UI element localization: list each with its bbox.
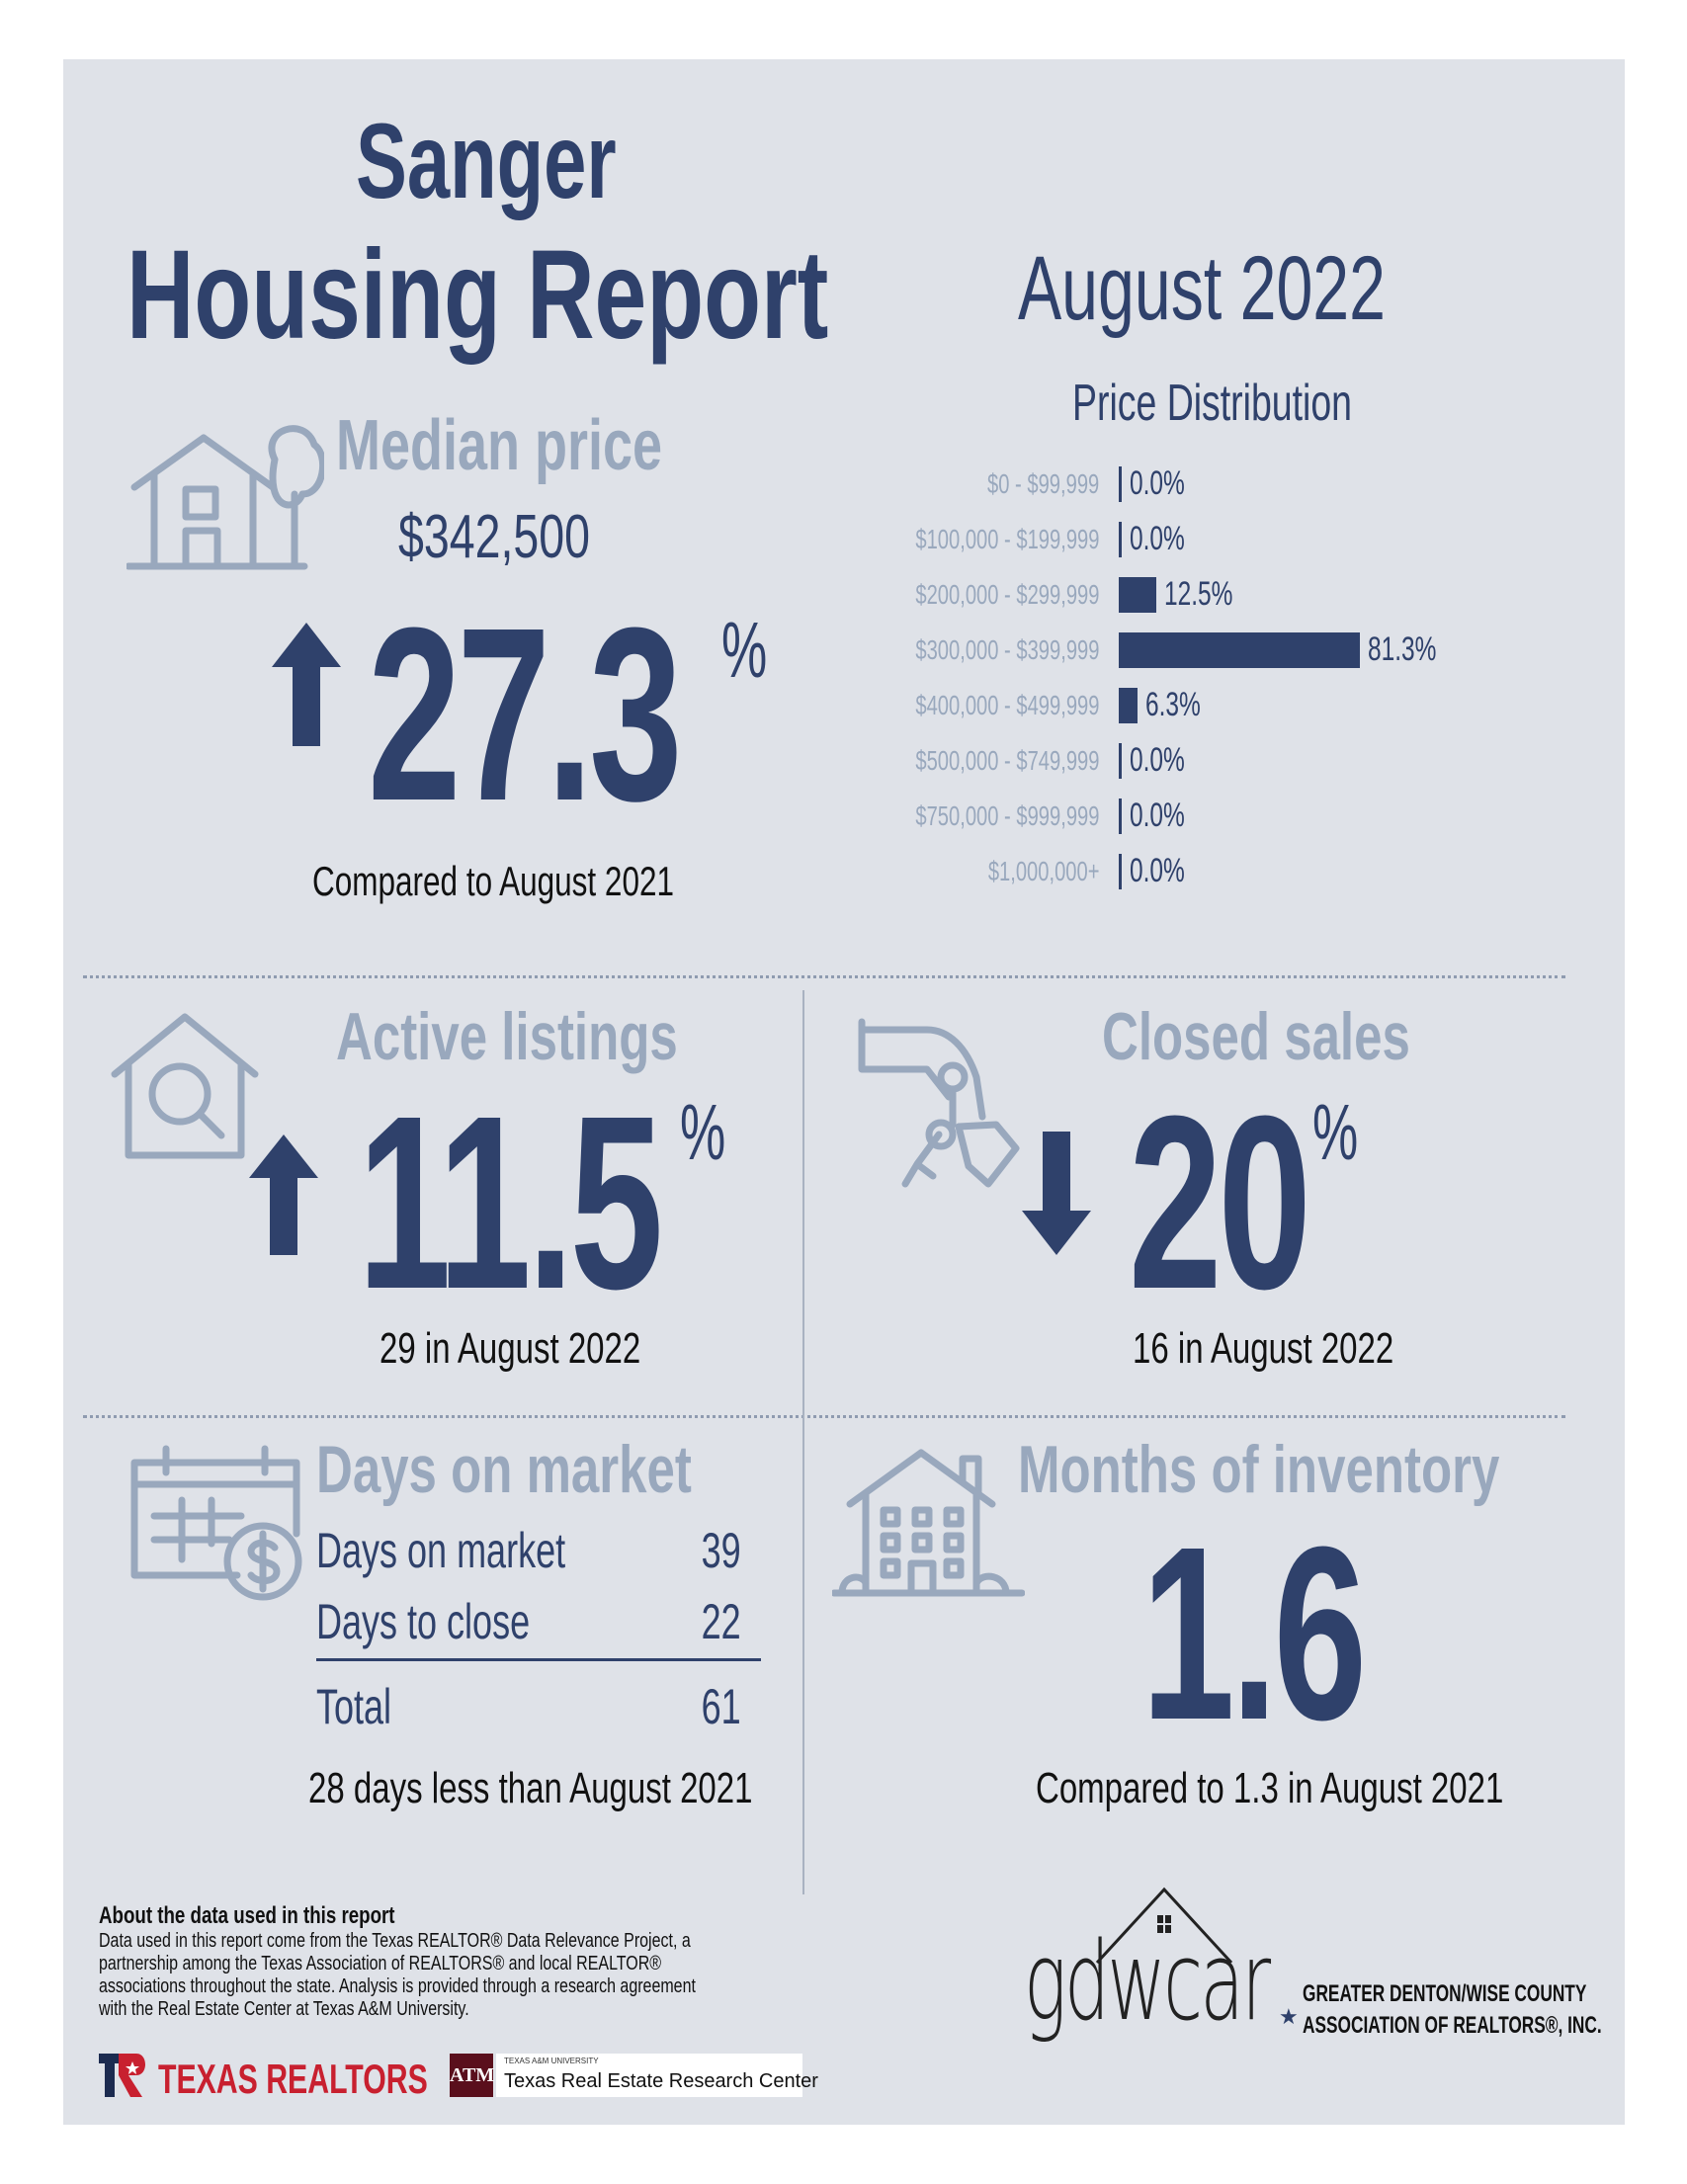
days-on-market-table: Days on market 39 Days to close 22 Total… xyxy=(316,1512,761,1749)
months-inventory-heading: Months of inventory xyxy=(1018,1432,1500,1507)
days-on-market-row: Days on market 39 xyxy=(316,1523,741,1578)
days-on-market-heading: Days on market xyxy=(316,1432,692,1507)
gdwcar-roof-icon xyxy=(1095,1887,1233,1965)
price-distribution-bar xyxy=(1119,522,1122,557)
tamu-mark-icon: ATM xyxy=(450,2054,494,2097)
house-search-icon xyxy=(111,1013,259,1159)
divider-vertical xyxy=(802,990,804,1894)
price-distribution-bar xyxy=(1119,798,1122,834)
median-price-percent-sign: % xyxy=(721,606,768,694)
about-data-line: associations throughout the state. Analy… xyxy=(99,1975,696,1997)
about-data-line: Data used in this report come from the T… xyxy=(99,1930,691,1952)
tamu-name-text: Texas Real Estate Research Center xyxy=(504,2070,818,2092)
divider-middle xyxy=(83,1415,1565,1418)
active-listings-change: 11.5 xyxy=(358,1064,663,1340)
gdwcar-name-line: ASSOCIATION OF REALTORS®, INC. xyxy=(1303,2012,1602,2039)
about-data-block: About the data used in this report Data … xyxy=(99,1902,830,2021)
median-price-heading: Median price xyxy=(336,406,663,485)
price-distribution-bar xyxy=(1119,854,1122,889)
report-title: Housing Report xyxy=(127,224,829,366)
price-range-label: $100,000 - $199,999 xyxy=(914,524,1099,554)
closed-sales-percent-sign: % xyxy=(1312,1088,1359,1176)
days-to-close-row: Days to close 22 xyxy=(316,1594,741,1649)
about-data-line: with the Real Estate Center at Texas A&M… xyxy=(99,1998,469,2020)
price-range-label: $750,000 - $999,999 xyxy=(914,800,1099,831)
price-distribution-value-label: 0.0% xyxy=(1130,741,1185,779)
arrow-up-icon xyxy=(249,1134,318,1255)
median-price-change: 27.3 xyxy=(368,576,683,852)
price-range-label: $500,000 - $749,999 xyxy=(914,745,1099,776)
house-tree-icon xyxy=(127,425,324,570)
active-listings-percent-sign: % xyxy=(680,1088,726,1176)
price-distribution-bar xyxy=(1119,743,1122,779)
arrow-down-icon xyxy=(1022,1132,1091,1255)
median-price-comparison: Compared to August 2021 xyxy=(312,858,675,904)
divider-top xyxy=(83,975,1565,978)
total-rule xyxy=(316,1658,761,1661)
active-listings-note: 29 in August 2022 xyxy=(380,1324,641,1373)
price-distribution-bar xyxy=(1119,466,1122,502)
tamu-small-text: TEXAS A&M UNIVERSITY xyxy=(504,2057,599,2065)
calendar-dollar-icon xyxy=(130,1445,302,1601)
apartment-building-icon xyxy=(832,1449,1025,1597)
days-on-market-note: 28 days less than August 2021 xyxy=(308,1764,753,1812)
price-distribution-value-label: 0.0% xyxy=(1130,852,1185,889)
closed-sales-change: 20 xyxy=(1129,1064,1311,1340)
price-range-label: $1,000,000+ xyxy=(987,856,1099,886)
price-distribution-value-label: 12.5% xyxy=(1163,575,1232,613)
about-data-line: partnership among the Texas Association … xyxy=(99,1953,662,1974)
active-listings-heading: Active listings xyxy=(336,999,678,1074)
price-range-label: $200,000 - $299,999 xyxy=(914,579,1099,610)
price-range-label: $400,000 - $499,999 xyxy=(914,690,1099,720)
report-period: August 2022 xyxy=(1018,238,1386,339)
price-distribution-value-label: 81.3% xyxy=(1367,630,1437,668)
price-distribution-title: Price Distribution xyxy=(1072,375,1352,432)
median-price-value: $342,500 xyxy=(398,503,590,571)
arrow-up-icon xyxy=(272,623,341,746)
price-range-label: $300,000 - $399,999 xyxy=(914,634,1099,665)
report-panel xyxy=(63,59,1625,2125)
price-distribution-chart: $0 - $99,999 $100,000 - $199,999 $200,000 … xyxy=(820,464,1473,899)
price-distribution-value-label: 0.0% xyxy=(1130,797,1185,834)
price-distribution-bar xyxy=(1119,577,1156,613)
months-inventory-value: 1.6 xyxy=(1141,1495,1367,1771)
closed-sales-heading: Closed sales xyxy=(1102,999,1410,1074)
gdwcar-name-line: GREATER DENTON/WISE COUNTY xyxy=(1303,1980,1587,2007)
price-distribution-value-label: 0.0% xyxy=(1130,520,1185,557)
gdwcar-name: GREATER DENTON/WISE COUNTY ASSOCIATION O… xyxy=(1303,1978,1602,2042)
price-range-label: $0 - $99,999 xyxy=(986,468,1099,499)
hand-key-icon xyxy=(858,1018,1020,1188)
total-row: Total 61 xyxy=(316,1679,741,1734)
closed-sales-note: 16 in August 2022 xyxy=(1133,1324,1394,1373)
months-inventory-note: Compared to 1.3 in August 2021 xyxy=(1036,1764,1504,1812)
price-distribution-bar xyxy=(1119,688,1138,723)
price-distribution-value-label: 0.0% xyxy=(1130,464,1185,502)
about-data-title: About the data used in this report xyxy=(99,1902,395,1929)
price-distribution-value-label: 6.3% xyxy=(1144,686,1201,723)
star-icon: ★ xyxy=(1279,2004,1299,2029)
tamu-logo-block: TEXAS A&M UNIVERSITY Texas Real Estate R… xyxy=(496,2054,818,2097)
texas-realtors-mark-icon xyxy=(99,2054,145,2097)
gdwcar-logo-wordmark: gdwcar xyxy=(1024,1918,1271,2045)
price-distribution-bar xyxy=(1119,632,1360,668)
texas-realtors-logo-text: TEXAS REALTORS xyxy=(158,2056,428,2102)
city-title: Sanger xyxy=(356,101,617,220)
